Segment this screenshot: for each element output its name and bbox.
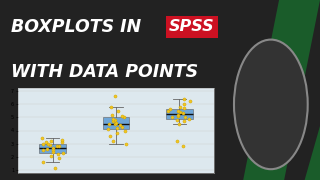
Point: [110, 140, 115, 143]
Point: [175, 114, 180, 117]
Point: [51, 150, 56, 153]
Text: BOXPLOTS IN: BOXPLOTS IN: [11, 18, 141, 36]
Point: [50, 149, 55, 152]
Point: [61, 152, 66, 154]
Point: [175, 118, 180, 121]
Point: [120, 114, 125, 117]
Point: [187, 100, 192, 103]
Point: [45, 148, 50, 150]
Point: [181, 103, 187, 105]
Point: [175, 113, 180, 116]
Point: [115, 109, 120, 112]
Point: [121, 116, 126, 119]
Point: [40, 161, 45, 164]
PathPatch shape: [103, 117, 129, 129]
Polygon shape: [243, 0, 320, 180]
Point: [115, 132, 120, 135]
Point: [176, 122, 181, 125]
PathPatch shape: [39, 144, 66, 153]
Point: [50, 146, 55, 149]
Point: [182, 116, 188, 119]
Point: [109, 113, 114, 116]
Point: [113, 118, 118, 121]
Point: [112, 95, 117, 98]
Point: [107, 134, 112, 137]
Point: [40, 142, 45, 145]
Point: [175, 109, 180, 112]
Point: [49, 140, 54, 143]
Point: [119, 125, 124, 128]
Point: [55, 153, 60, 156]
Point: [47, 144, 52, 147]
Point: [39, 137, 44, 140]
Point: [107, 122, 112, 125]
Point: [56, 157, 61, 160]
Point: [123, 129, 128, 132]
Point: [110, 117, 116, 120]
Point: [49, 154, 54, 157]
Point: [186, 117, 191, 120]
Point: [60, 138, 65, 141]
Circle shape: [234, 40, 308, 169]
Point: [59, 141, 64, 144]
Point: [117, 124, 123, 127]
Point: [181, 97, 186, 100]
Point: [105, 128, 110, 131]
Point: [182, 120, 187, 123]
Point: [113, 121, 118, 124]
Point: [178, 105, 183, 108]
Point: [174, 140, 179, 143]
Point: [178, 111, 183, 113]
Point: [54, 145, 59, 148]
Point: [114, 126, 119, 129]
Point: [124, 142, 129, 145]
PathPatch shape: [166, 109, 193, 119]
Point: [108, 105, 114, 108]
Polygon shape: [289, 126, 320, 180]
Point: [180, 145, 186, 148]
Point: [180, 112, 185, 115]
Point: [52, 166, 57, 169]
Text: SPSS: SPSS: [169, 19, 215, 34]
Point: [170, 116, 175, 119]
Point: [165, 109, 171, 112]
Point: [57, 145, 62, 148]
Text: WITH DATA POINTS: WITH DATA POINTS: [11, 63, 198, 81]
Point: [110, 120, 116, 123]
Point: [45, 142, 50, 145]
Point: [168, 108, 173, 111]
Point: [182, 107, 187, 109]
Point: [113, 122, 118, 125]
Point: [40, 149, 45, 152]
Point: [44, 141, 49, 144]
